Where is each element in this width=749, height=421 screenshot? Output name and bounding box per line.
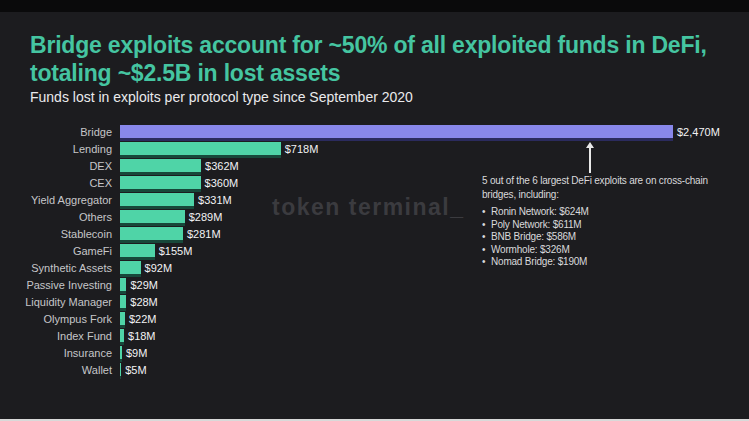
chart-row: Lending $718M (0, 140, 749, 157)
annotation-item: BNB Bridge: $586M (482, 231, 742, 244)
category-label: Olympus Fork (0, 313, 112, 325)
value-label: $9M (126, 347, 147, 359)
annotation-box: 5 out of the 6 largest DeFi exploits are… (482, 174, 742, 269)
chart-subtitle: Funds lost in exploits per protocol type… (30, 89, 413, 105)
bar-insurance (120, 346, 122, 359)
category-label: Passive Investing (0, 279, 112, 291)
annotation-item: Wormhole: $326M (482, 244, 742, 257)
annotation-arrow-line (589, 147, 591, 173)
category-label: Insurance (0, 347, 112, 359)
token-terminal-watermark: token terminal_ (272, 194, 465, 221)
value-label: $155M (159, 245, 193, 257)
value-label: $362M (205, 160, 239, 172)
category-label: Synthetic Assets (0, 262, 112, 274)
bar-synthetic-assets (120, 261, 141, 274)
value-label: $718M (285, 143, 319, 155)
bar-others (120, 210, 185, 223)
chart-row: Insurance $9M (0, 344, 749, 361)
chart-row: Passive Investing $29M (0, 276, 749, 293)
bar-gamefi (120, 244, 155, 257)
chart-row: Wallet $5M (0, 361, 749, 378)
chart-row: Liquidity Manager $28M (0, 293, 749, 310)
bar-passive-investing (120, 278, 126, 291)
category-label: Bridge (0, 126, 112, 138)
category-label: Yield Aggregator (0, 194, 112, 206)
bar-olympus-fork (120, 312, 125, 325)
value-label: $28M (130, 296, 158, 308)
bar-lending (120, 142, 281, 155)
bar-cex (120, 176, 201, 189)
bar-index-fund (120, 329, 124, 342)
value-label: $29M (130, 279, 158, 291)
annotation-arrow-head (586, 142, 594, 148)
category-label: GameFi (0, 245, 112, 257)
bar-liquidity-manager (120, 295, 126, 308)
annotation-heading: 5 out of the 6 largest DeFi exploits are… (482, 174, 742, 201)
value-label: $92M (145, 262, 173, 274)
chart-title-line2: totaling ~$2.5B in lost assets (30, 59, 707, 87)
value-label: $2,470M (677, 126, 720, 138)
chart-row: Bridge $2,470M (0, 123, 749, 140)
bar-bridge (120, 125, 673, 138)
value-label: $18M (128, 330, 156, 342)
category-label: CEX (0, 177, 112, 189)
category-label: Others (0, 211, 112, 223)
annotation-list: Ronin Network: $624MPoly Network: $611MB… (482, 206, 742, 269)
category-label: Lending (0, 143, 112, 155)
value-label: $281M (187, 228, 221, 240)
category-label: DEX (0, 160, 112, 172)
value-label: $331M (198, 194, 232, 206)
chart-row: DEX $362M (0, 157, 749, 174)
category-label: Liquidity Manager (0, 296, 112, 308)
bar-yield-aggregator (120, 193, 194, 206)
annotation-item: Ronin Network: $624M (482, 206, 742, 219)
annotation-item: Nomad Bridge: $190M (482, 256, 742, 269)
value-label: $22M (129, 313, 157, 325)
value-label: $360M (205, 177, 239, 189)
slide: Bridge exploits account for ~50% of all … (0, 0, 749, 421)
category-label: Index Fund (0, 330, 112, 342)
chart-row: Index Fund $18M (0, 327, 749, 344)
category-label: Wallet (0, 364, 112, 376)
chart-row: Olympus Fork $22M (0, 310, 749, 327)
annotation-item: Poly Network: $611M (482, 219, 742, 232)
value-label: $289M (189, 211, 223, 223)
bar-wallet (120, 363, 121, 376)
chart-title-line1: Bridge exploits account for ~50% of all … (30, 31, 707, 59)
value-label: $5M (125, 364, 146, 376)
bar-stablecoin (120, 227, 183, 240)
category-label: Stablecoin (0, 228, 112, 240)
bar-dex (120, 159, 201, 172)
chart-title: Bridge exploits account for ~50% of all … (30, 31, 707, 87)
